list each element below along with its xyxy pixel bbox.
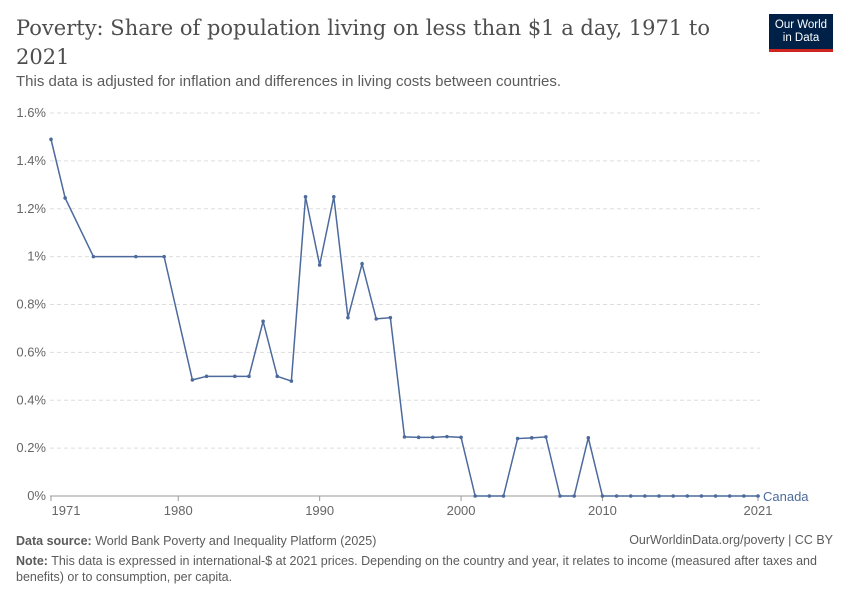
owid-logo[interactable]: Our World in Data xyxy=(769,14,833,52)
data-point xyxy=(699,494,704,498)
data-point xyxy=(671,494,675,498)
data-point xyxy=(628,494,633,498)
y-tick-label: 0% xyxy=(27,488,46,503)
data-point xyxy=(473,494,478,498)
data-point xyxy=(402,435,407,439)
x-tick-label: 2000 xyxy=(447,503,476,518)
y-tick-label: 1% xyxy=(27,249,46,264)
logo-line1: Our World xyxy=(774,19,828,31)
data-point xyxy=(445,434,449,439)
data-point xyxy=(756,494,760,498)
data-point xyxy=(346,315,350,320)
data-point xyxy=(91,254,96,259)
data-point xyxy=(643,494,647,498)
data-point xyxy=(388,315,393,320)
data-point xyxy=(63,196,67,200)
y-tick-label: 0.8% xyxy=(16,297,46,312)
x-tick-label: 1971 xyxy=(52,503,81,518)
y-tick-label: 1.4% xyxy=(16,153,46,168)
data-point xyxy=(374,317,379,321)
data-point xyxy=(685,494,690,498)
data-point xyxy=(558,494,562,498)
data-point xyxy=(190,378,195,382)
x-tick-label: 1990 xyxy=(305,503,334,518)
data-point xyxy=(360,262,364,266)
chart-subtitle: This data is adjusted for inflation and … xyxy=(16,73,562,90)
data-point xyxy=(713,494,718,498)
data-point xyxy=(572,494,576,498)
data-point xyxy=(459,435,463,440)
x-tick-label: 2021 xyxy=(744,503,773,518)
data-point xyxy=(289,379,294,383)
series-line-canada xyxy=(50,139,758,497)
data-point xyxy=(162,254,166,259)
data-source: Data source: World Bank Poverty and Ineq… xyxy=(16,533,376,549)
x-tick-label: 2010 xyxy=(588,503,617,518)
data-point xyxy=(529,436,534,440)
data-point xyxy=(247,374,251,379)
data-point xyxy=(275,374,280,379)
data-point xyxy=(49,137,53,142)
data-point xyxy=(204,374,209,379)
logo-line2: in Data xyxy=(782,32,820,44)
data-point xyxy=(727,494,732,498)
chart-title: Poverty: Share of population living on l… xyxy=(16,16,710,69)
data-point xyxy=(544,435,548,439)
data-point xyxy=(416,435,421,440)
data-point xyxy=(742,494,746,498)
x-tick-label: 1980 xyxy=(164,503,193,518)
data-point xyxy=(134,254,138,259)
source-text: World Bank Poverty and Inequality Platfo… xyxy=(95,534,377,548)
data-point xyxy=(515,436,520,441)
source-url[interactable]: OurWorldinData.org/poverty | CC BY xyxy=(629,533,833,547)
y-tick-label: 0.6% xyxy=(16,344,46,359)
data-point xyxy=(303,194,308,199)
y-tick-label: 1.6% xyxy=(16,105,46,120)
data-point xyxy=(501,494,506,498)
data-point xyxy=(430,435,435,440)
data-point xyxy=(233,374,237,379)
data-point xyxy=(614,494,619,498)
data-point xyxy=(332,194,336,199)
note: Note: This data is expressed in internat… xyxy=(16,553,826,585)
data-point xyxy=(586,436,591,440)
data-point xyxy=(261,319,265,324)
series-label-canada: Canada xyxy=(763,489,809,504)
data-point xyxy=(317,263,322,267)
source-label: Data source: xyxy=(16,534,92,548)
y-tick-label: 0.4% xyxy=(16,392,46,407)
note-label: Note: xyxy=(16,554,48,568)
data-point xyxy=(600,494,605,498)
data-point xyxy=(657,494,661,498)
data-point xyxy=(487,494,492,498)
y-tick-label: 0.2% xyxy=(16,440,46,455)
y-tick-label: 1.2% xyxy=(16,201,46,216)
note-text: This data is expressed in international-… xyxy=(16,554,817,584)
